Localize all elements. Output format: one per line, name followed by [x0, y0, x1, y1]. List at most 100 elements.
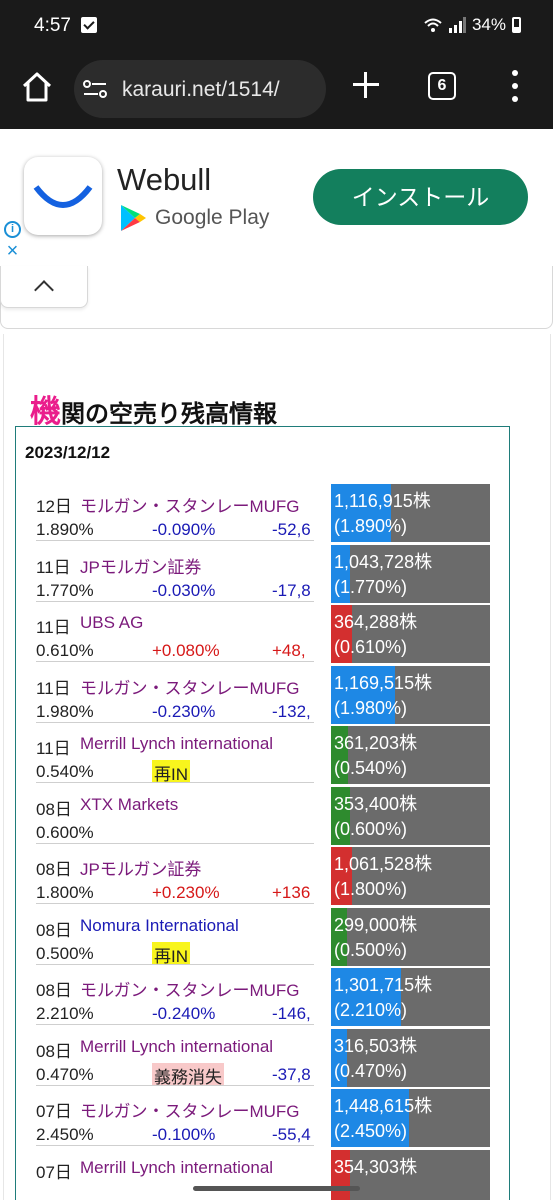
- tab-switcher-button[interactable]: 6: [428, 72, 456, 100]
- institution-link[interactable]: JPモルガン証券: [80, 557, 202, 577]
- shares-bar-fill: [331, 726, 349, 784]
- shares-bar: 354,303株: [331, 1149, 490, 1200]
- notification-check-icon: [81, 17, 97, 33]
- shares-bar: 1,301,715株 (2.210%): [331, 968, 490, 1026]
- browser-toolbar: karauri.net/1514/ 6: [0, 52, 553, 129]
- table-row[interactable]: 12日 モルガン・スタンレーMUFG 1.890% -0.090% -52,6 1,116…: [16, 484, 509, 544]
- page-content: 機関の空売り残高情報 2023/12/12 12日 モルガン・スタンレーMUFG 1…: [0, 266, 553, 1200]
- row-diff: -17,8: [272, 580, 311, 600]
- institution-link[interactable]: Merrill Lynch international: [80, 734, 274, 753]
- site-settings-icon[interactable]: [82, 79, 108, 99]
- institution-link[interactable]: UBS AG: [80, 613, 144, 632]
- shares-bar: 1,043,728株 (1.770%): [331, 544, 490, 603]
- row-ratio: 2.210%: [36, 1004, 94, 1023]
- shares-ratio: (1.770%): [334, 576, 408, 597]
- shares-bar-fill: [331, 484, 392, 542]
- shares-bar: 1,116,915株 (1.890%): [331, 484, 490, 542]
- row-change: -0.090%: [152, 520, 216, 539]
- table-row[interactable]: 08日 Nomura International 0.500% 再IN 299,000株…: [16, 907, 509, 968]
- gesture-nav-bar[interactable]: [193, 1186, 360, 1191]
- row-ratio: 0.500%: [36, 943, 94, 963]
- row-info: 11日 JPモルガン証券 1.770% -0.030% -17,8: [36, 545, 314, 602]
- table-row[interactable]: 08日 モルガン・スタンレーMUFG 2.210% -0.240% -146, 1,301…: [16, 968, 509, 1028]
- row-diff: -52,6: [272, 520, 311, 539]
- row-diff: -132,: [272, 701, 311, 721]
- shares-ratio: (0.610%): [334, 637, 408, 657]
- status-time: 4:57: [34, 15, 71, 36]
- row-info: 08日 Nomura International 0.500% 再IN: [36, 908, 314, 965]
- row-day: 08日: [36, 860, 72, 879]
- shares-value: 353,400株: [334, 793, 418, 814]
- webull-logo[interactable]: [24, 157, 102, 235]
- row-change: -0.100%: [152, 1125, 216, 1144]
- shares-bar: 1,448,615株 (2.450%): [331, 1089, 490, 1147]
- row-ratio: 2.450%: [36, 1125, 94, 1144]
- institution-link[interactable]: モルガン・スタンレーMUFG: [80, 1102, 300, 1121]
- collapse-chevron-up-icon[interactable]: [0, 266, 88, 308]
- ad-close-icon[interactable]: ×: [6, 240, 19, 262]
- ad-info-icon[interactable]: i: [4, 221, 21, 238]
- institution-link[interactable]: Merrill Lynch international: [80, 1157, 274, 1177]
- row-day: 08日: [36, 1041, 72, 1061]
- shares-bar-fill: [331, 847, 352, 905]
- battery-icon: [512, 17, 521, 33]
- shares-bar: 1,061,528株 (1.800%): [331, 847, 490, 905]
- shares-value: 1,301,715株: [334, 975, 433, 995]
- shares-bar-fill: [331, 544, 351, 603]
- row-ratio: 0.610%: [36, 641, 94, 660]
- shares-bar: 361,203株 (0.540%): [331, 726, 490, 784]
- shares-bar-fill: [331, 907, 347, 966]
- institution-link[interactable]: JPモルガン証券: [80, 860, 202, 879]
- row-info: 07日 モルガン・スタンレーMUFG 2.450% -0.100% -55,4: [36, 1089, 314, 1146]
- home-icon[interactable]: [20, 70, 54, 104]
- new-tab-icon[interactable]: [350, 69, 382, 101]
- ad-banner[interactable]: Webull Google Play インストール i ×: [0, 129, 553, 266]
- address-bar[interactable]: karauri.net/1514/: [74, 60, 326, 118]
- row-info: 08日 モルガン・スタンレーMUFG 2.210% -0.240% -146,: [36, 968, 314, 1025]
- shares-bar-fill: [331, 968, 401, 1026]
- institution-link[interactable]: モルガン・スタンレーMUFG: [80, 981, 300, 1000]
- status-right: 34%: [424, 15, 521, 35]
- row-day: 11日: [36, 678, 71, 698]
- shares-value: 1,043,728株: [334, 551, 433, 572]
- table-row[interactable]: 11日 Merrill Lynch international 0.540% 再IN 3…: [16, 726, 509, 786]
- institution-link[interactable]: XTX Markets: [80, 794, 179, 814]
- shares-value: 354,303株: [334, 1156, 418, 1177]
- table-row[interactable]: 11日 UBS AG 0.610% +0.080% +48, 364,288株 (0.610…: [16, 605, 509, 665]
- table-row[interactable]: 07日 モルガン・スタンレーMUFG 2.450% -0.100% -55,4 1,448…: [16, 1089, 509, 1149]
- row-day: 08日: [36, 799, 72, 819]
- row-info: 12日 モルガン・スタンレーMUFG 1.890% -0.090% -52,6: [36, 484, 314, 541]
- status-badge: 義務消失: [152, 1062, 224, 1085]
- row-ratio: 1.980%: [36, 701, 94, 721]
- row-day: 11日: [36, 557, 71, 577]
- table-row[interactable]: 07日 Merrill Lynch international 354,303株: [16, 1149, 509, 1200]
- shares-value: 299,000株: [334, 914, 418, 935]
- shares-ratio: (1.890%): [334, 516, 408, 536]
- row-change: -0.240%: [152, 1004, 216, 1023]
- table-row[interactable]: 08日 Merrill Lynch international 0.470% -37,…: [16, 1028, 509, 1089]
- institution-link[interactable]: モルガン・スタンレーMUFG: [80, 497, 300, 516]
- url-text[interactable]: karauri.net/1514/: [122, 78, 280, 101]
- ad-app-name[interactable]: Webull: [117, 162, 212, 197]
- shares-bar-fill: [331, 786, 351, 845]
- row-info: 11日 Merrill Lynch international 0.540% 再IN: [36, 726, 314, 783]
- shares-value: 361,203株: [334, 733, 418, 753]
- institution-link[interactable]: モルガン・スタンレーMUFG: [80, 678, 300, 698]
- table-row[interactable]: 11日 JPモルガン証券 1.770% -0.030% -17,8 1,043,728株 (…: [16, 544, 509, 605]
- shares-value: 1,061,528株: [334, 854, 433, 874]
- table-row[interactable]: 11日 モルガン・スタンレーMUFG 1.980% -0.230% -132, 1,169…: [16, 665, 509, 726]
- row-ratio: 1.890%: [36, 520, 94, 539]
- table-row[interactable]: 08日 JPモルガン証券 1.800% +0.230% +136 1,061,528株 (1…: [16, 847, 509, 907]
- ad-store-name: Google Play: [155, 206, 270, 229]
- section-title-accent: 機: [30, 394, 61, 429]
- institution-link[interactable]: Merrill Lynch international: [80, 1036, 274, 1056]
- institution-link[interactable]: Nomura International: [80, 915, 239, 935]
- row-ratio: 0.600%: [36, 822, 94, 842]
- row-diff: +136: [272, 883, 311, 902]
- more-menu-icon[interactable]: [505, 70, 525, 102]
- install-button[interactable]: インストール: [313, 169, 528, 225]
- row-ratio: 1.800%: [36, 883, 94, 902]
- row-info: 08日 XTX Markets 0.600%: [36, 787, 314, 844]
- table-row[interactable]: 08日 XTX Markets 0.600% 353,400株 (0.600%): [16, 786, 509, 847]
- shares-ratio: (0.470%): [334, 1060, 408, 1081]
